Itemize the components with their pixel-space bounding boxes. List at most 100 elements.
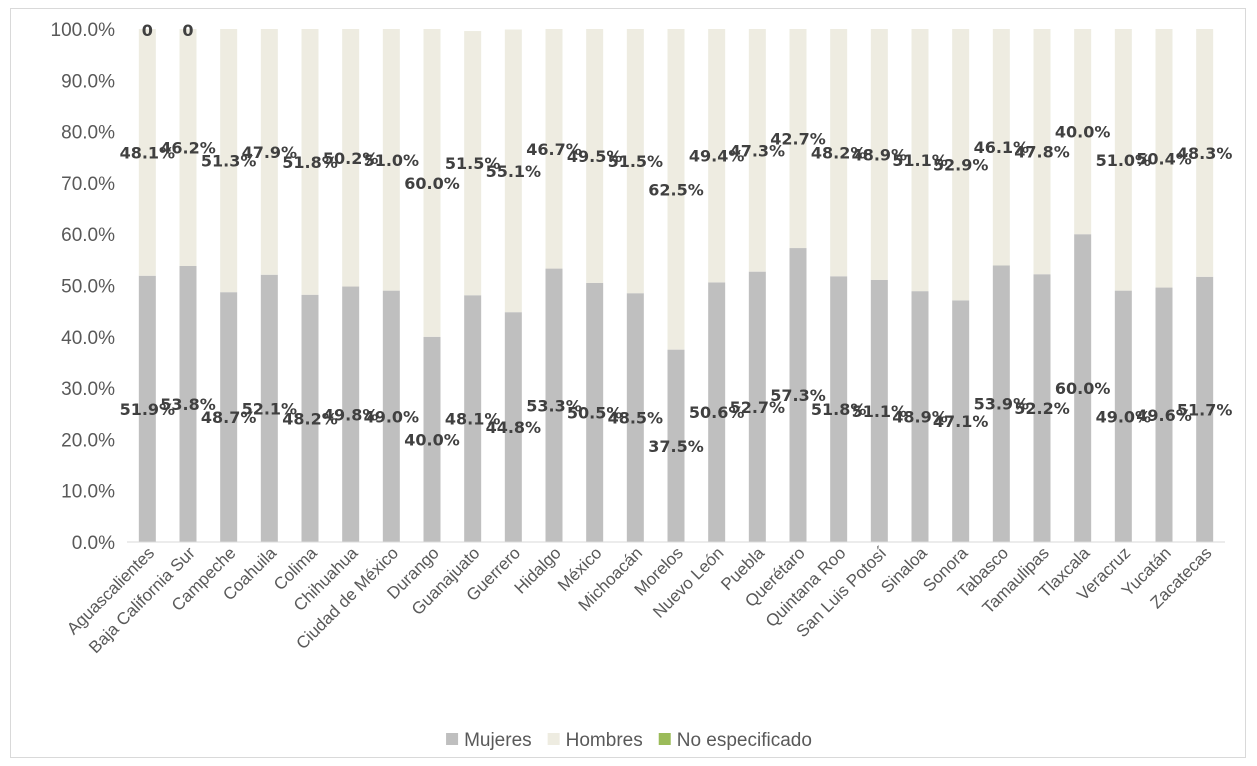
bar-mujeres <box>911 291 929 542</box>
bar-mujeres <box>464 295 482 542</box>
data-label: 48.9% <box>852 145 908 164</box>
bar-mujeres <box>748 271 766 542</box>
bar-mujeres <box>423 336 441 542</box>
bar-mujeres <box>1033 274 1051 542</box>
bar-mujeres <box>220 292 238 542</box>
data-label: 42.7% <box>770 130 826 149</box>
bar-mujeres <box>952 300 970 542</box>
y-tick-label: 30.0% <box>61 379 115 400</box>
y-tick-label: 60.0% <box>61 225 115 246</box>
bar-mujeres <box>586 282 604 542</box>
bar-hombres <box>626 29 644 294</box>
data-label: 48.1% <box>445 410 501 429</box>
data-label: 52.9% <box>933 156 989 175</box>
bar-mujeres <box>667 349 685 542</box>
bar-mujeres <box>260 274 278 542</box>
data-label: 53.8% <box>160 395 216 414</box>
bar-mujeres <box>138 275 156 542</box>
chart-area: 0.0% 10.0% 20.0% 30.0% 40.0% 50.0% 60.0% 70.0% 8… <box>10 8 1246 758</box>
data-label: 46.7% <box>526 140 582 159</box>
data-label: 49.8% <box>323 405 379 424</box>
bar-hombres <box>586 29 604 283</box>
legend-label: No especificado <box>677 730 812 751</box>
data-label: 51.1% <box>892 151 948 170</box>
data-label: 62.5% <box>648 180 704 199</box>
bar-hombres <box>260 29 278 275</box>
data-label: 57.3% <box>770 386 826 405</box>
bar-hombres <box>748 29 766 272</box>
data-label: 40.0% <box>1055 123 1111 142</box>
bar-mujeres <box>1196 276 1214 542</box>
y-tick-label: 100.0% <box>51 20 116 41</box>
bar-hombres <box>423 29 441 337</box>
data-label: 46.1% <box>974 138 1030 157</box>
bar-hombres <box>138 29 156 276</box>
data-label: 49.5% <box>567 147 623 166</box>
x-tick-label: Sinaloa <box>877 543 931 597</box>
data-label: 53.9% <box>974 395 1030 414</box>
bar-hombres <box>667 29 685 350</box>
bar-mujeres <box>626 293 644 542</box>
data-label: 52.2% <box>1014 399 1070 418</box>
data-label: 47.8% <box>1014 143 1070 162</box>
legend-swatch <box>547 733 560 745</box>
data-label: 44.8% <box>486 418 542 437</box>
bar-hombres <box>1196 29 1214 277</box>
bar-hombres <box>1074 29 1092 235</box>
data-label: 51.9% <box>120 400 176 419</box>
legend-label: Mujeres <box>464 730 532 751</box>
data-label: 55.1% <box>486 162 542 181</box>
bar-hombres <box>1033 29 1051 275</box>
bar-mujeres <box>1155 287 1173 542</box>
y-axis: 0.0% 10.0% 20.0% 30.0% 40.0% 50.0% 60.0% 70.0% 8… <box>51 20 116 554</box>
bar-hombres <box>545 29 563 269</box>
bar-mujeres <box>382 290 400 542</box>
data-label: 51.0% <box>1096 151 1152 170</box>
data-label: 51.5% <box>445 154 501 173</box>
data-label: 48.2% <box>811 144 867 163</box>
bar-mujeres <box>301 294 319 542</box>
data-label: 50.4% <box>1136 149 1192 168</box>
y-tick-label: 80.0% <box>61 123 115 144</box>
data-label: 50.2% <box>323 149 379 168</box>
y-tick-label: 40.0% <box>61 328 115 349</box>
data-label: 51.8% <box>811 400 867 419</box>
data-label: 48.7% <box>201 408 257 427</box>
data-label: 49.0% <box>364 407 420 426</box>
data-label: 47.3% <box>730 141 786 160</box>
legend-swatch <box>446 733 459 745</box>
data-label: 48.5% <box>608 409 664 428</box>
data-label: 47.9% <box>242 143 298 162</box>
bar-mujeres <box>504 312 522 542</box>
y-tick-label: 50.0% <box>61 277 115 298</box>
bar-hombres <box>382 29 400 291</box>
y-tick-label: 90.0% <box>61 71 115 92</box>
bar-hombres <box>342 29 360 287</box>
bar-mujeres <box>1114 290 1132 542</box>
bar-hombres <box>911 29 929 292</box>
y-tick-label: 70.0% <box>61 174 115 195</box>
bar-mujeres <box>992 265 1010 542</box>
bar-mujeres <box>545 268 563 542</box>
y-tick-label: 10.0% <box>61 482 115 503</box>
bar-hombres <box>220 29 238 293</box>
bar-mujeres <box>1074 234 1092 542</box>
data-label: 51.1% <box>852 402 908 421</box>
legend-swatch <box>658 733 671 745</box>
data-label: 49.4% <box>689 147 745 166</box>
legend: Mujeres Hombres No especificado <box>446 730 812 751</box>
bar-mujeres <box>708 282 726 542</box>
bar-hombres <box>992 29 1010 266</box>
bar-hombres <box>1114 29 1132 291</box>
data-label: 48.3% <box>1177 144 1233 163</box>
bar-mujeres <box>830 276 848 542</box>
data-label: 52.1% <box>242 399 298 418</box>
data-label: 51.8% <box>282 153 338 172</box>
bar-hombres <box>708 29 726 283</box>
data-label: 52.7% <box>730 398 786 417</box>
data-label: 48.1% <box>120 143 176 162</box>
data-labels: 51.9% 48.1% 0 53.8% 46.2% 0 48.7% 51.3% 52.1% 47.… <box>120 21 1233 456</box>
data-label: 47.1% <box>933 412 989 431</box>
bar-hombres <box>301 29 319 295</box>
